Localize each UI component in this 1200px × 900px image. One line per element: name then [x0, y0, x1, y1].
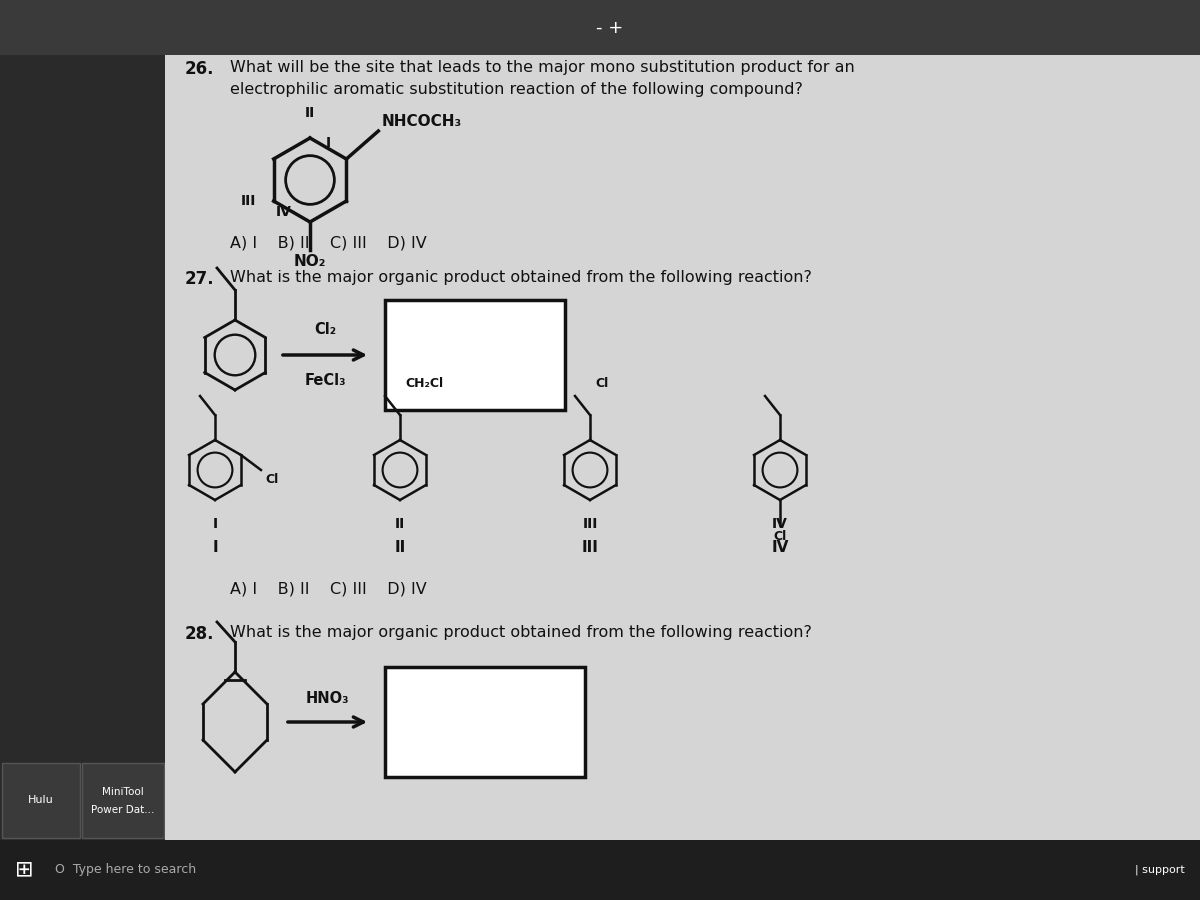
Bar	[2, 763, 80, 838]
Text: I: I	[212, 540, 218, 555]
Text: 28.: 28.	[185, 625, 215, 643]
Text: IV: IV	[276, 204, 292, 219]
Text: 26.: 26.	[185, 60, 215, 78]
Text: A) I    B) II    C) III    D) IV: A) I B) II C) III D) IV	[230, 235, 427, 250]
Text: Cl₂: Cl₂	[314, 322, 336, 337]
Text: | support: | support	[1135, 865, 1186, 875]
Text: Power Dat...: Power Dat...	[91, 805, 155, 815]
Text: What will be the site that leads to the major mono substitution product for an: What will be the site that leads to the …	[230, 60, 854, 75]
Text: - +: - +	[596, 19, 624, 37]
Text: Cl: Cl	[773, 530, 787, 543]
Text: III: III	[582, 540, 599, 555]
Text: II: II	[395, 517, 406, 531]
Text: I: I	[212, 517, 217, 531]
Bar	[0, 0, 1200, 55]
Text: FeCl₃: FeCl₃	[305, 373, 346, 388]
Text: NHCOCH₃: NHCOCH₃	[382, 114, 462, 129]
Text: NO₂: NO₂	[294, 254, 326, 269]
Bar	[166, 55, 1200, 840]
Text: I: I	[326, 136, 331, 150]
Text: A) I    B) II    C) III    D) IV: A) I B) II C) III D) IV	[230, 582, 427, 597]
Text: CH₂Cl: CH₂Cl	[406, 377, 443, 390]
Text: IV: IV	[772, 540, 788, 555]
Bar	[82, 763, 164, 838]
Text: Cl: Cl	[595, 377, 608, 390]
Text: III: III	[240, 194, 256, 208]
Text: Hulu: Hulu	[28, 795, 54, 805]
Text: IV: IV	[772, 517, 788, 531]
Text: II: II	[395, 540, 406, 555]
Bar	[0, 840, 1200, 900]
Text: ⊞: ⊞	[14, 860, 34, 880]
Text: MiniTool: MiniTool	[102, 787, 144, 797]
Text: O  Type here to search: O Type here to search	[55, 863, 196, 877]
Text: III: III	[582, 517, 598, 531]
Bar	[0, 0, 166, 840]
Text: II: II	[305, 106, 316, 120]
Text: electrophilic aromatic substitution reaction of the following compound?: electrophilic aromatic substitution reac…	[230, 82, 803, 97]
Text: Cl: Cl	[265, 473, 278, 486]
Text: What is the major organic product obtained from the following reaction?: What is the major organic product obtain…	[230, 270, 812, 285]
Text: HNO₃: HNO₃	[305, 691, 349, 706]
Bar	[385, 300, 565, 410]
Text: 27.: 27.	[185, 270, 215, 288]
Bar	[385, 667, 586, 777]
Text: What is the major organic product obtained from the following reaction?: What is the major organic product obtain…	[230, 625, 812, 640]
